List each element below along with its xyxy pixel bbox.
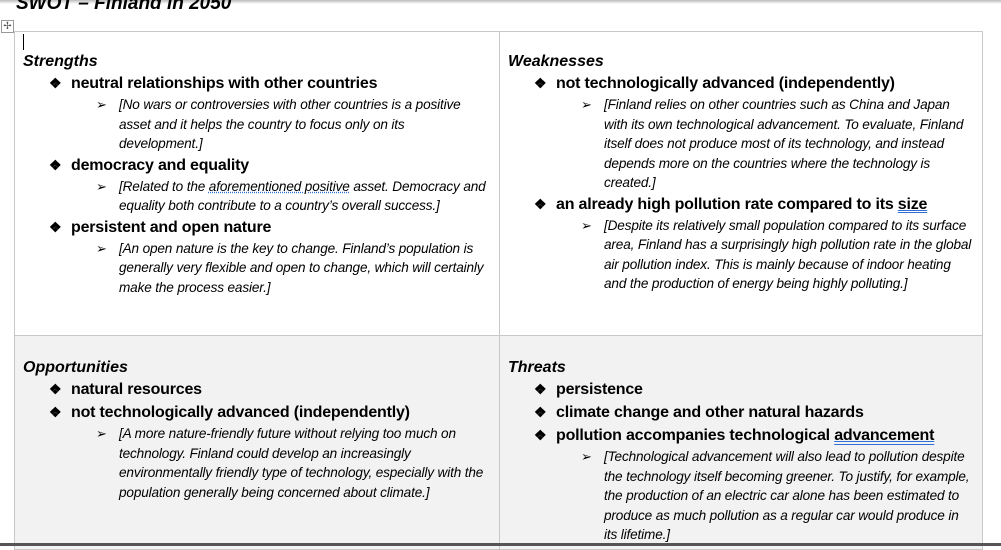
strengths-heading: Strengths: [23, 53, 98, 70]
bullet-icon: ❖: [49, 381, 62, 397]
list-detail: ➢ [An open nature is the key to change. F…: [96, 240, 484, 295]
bullet-icon: ❖: [534, 404, 547, 420]
bullet-icon: ❖: [49, 404, 62, 420]
weaknesses-heading: Weaknesses: [508, 53, 604, 70]
list-item: ❖ persistent and open nature: [23, 216, 491, 239]
ruler-shadow: [0, 0, 1001, 4]
list-detail: ➢ [A more nature-friendly future without …: [96, 426, 484, 500]
list-item: ❖ an already high pollution rate compared…: [508, 193, 974, 216]
grammar-flag: advancement: [834, 427, 935, 444]
bullet-icon: ❖: [49, 75, 62, 91]
opportunities-heading: Opportunities: [23, 359, 128, 376]
arrow-bullet-icon: ➢: [581, 97, 592, 112]
weaknesses-cell[interactable]: Weaknesses ❖ not technologically advanced…: [499, 31, 983, 336]
list-item: ❖ not technologically advanced (independe…: [508, 72, 974, 95]
document-title: SWOT – Finland in 2050: [16, 0, 232, 14]
list-detail: ➢ [Related to the aforementioned positive…: [96, 178, 486, 214]
list-item: ❖ natural resources: [23, 378, 491, 401]
move-handle-icon[interactable]: ✢: [1, 20, 14, 33]
strengths-cell[interactable]: Strengths ❖ neutral relationships with ot…: [14, 31, 500, 336]
list-detail: ➢ [Despite its relatively small populatio…: [581, 217, 972, 292]
bullet-icon: ❖: [534, 195, 547, 212]
bullet-icon: ❖: [534, 75, 547, 91]
arrow-bullet-icon: ➢: [96, 426, 107, 441]
arrow-bullet-icon: ➢: [96, 97, 107, 112]
grammar-flag: aforementioned positive: [208, 178, 350, 194]
list-item: ❖ climate change and other natural hazard…: [508, 401, 974, 424]
list-item: ❖ democracy and equality: [23, 154, 491, 177]
list-item: ❖ neutral relationships with other countr…: [23, 72, 491, 95]
text-cursor: [23, 34, 24, 50]
list-item: ❖ persistence: [508, 378, 974, 401]
list-item: ❖ not technologically advanced (independe…: [23, 401, 491, 424]
threats-cell[interactable]: Threats ❖ persistence ❖ climate change and…: [499, 335, 983, 550]
opportunities-cell[interactable]: Opportunities ❖ natural resources ❖ not te…: [14, 335, 500, 550]
list-detail: ➢ [Finland relies on other countries such…: [581, 97, 964, 190]
bullet-icon: ❖: [534, 381, 547, 397]
arrow-bullet-icon: ➢: [96, 240, 107, 256]
arrow-bullet-icon: ➢: [96, 178, 107, 194]
bullet-icon: ❖: [49, 218, 62, 235]
list-item: ❖ pollution accompanies technological adv…: [508, 424, 974, 447]
list-detail: ➢ [No wars or controversies with other co…: [96, 97, 461, 151]
threats-heading: Threats: [508, 359, 566, 376]
bullet-icon: ❖: [534, 427, 547, 443]
arrow-bullet-icon: ➢: [581, 449, 592, 464]
grammar-flag: size: [897, 195, 928, 213]
page-edge: [0, 543, 1001, 546]
arrow-bullet-icon: ➢: [581, 217, 592, 233]
list-detail: ➢ [Technological advancement will also le…: [581, 449, 970, 542]
bullet-icon: ❖: [49, 156, 62, 173]
